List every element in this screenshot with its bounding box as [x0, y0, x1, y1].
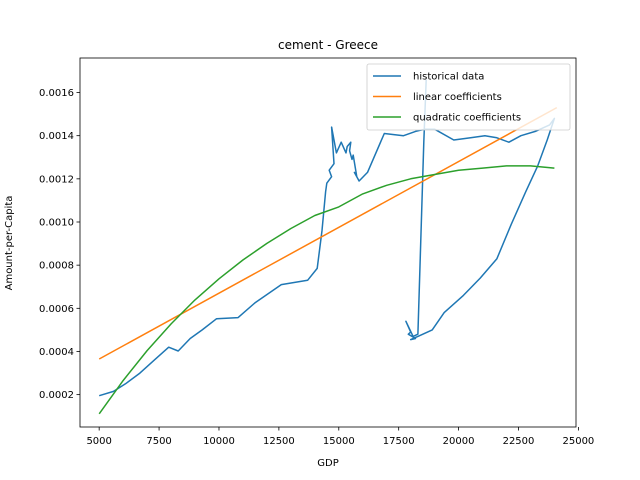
x-tick-label: 17500	[383, 436, 415, 447]
y-tick-label: 0.0016	[39, 88, 74, 99]
chart-title: cement - Greece	[278, 38, 378, 52]
plot-frame	[79, 57, 577, 428]
y-tick-label: 0.0010	[39, 218, 74, 229]
series-line-historical-data	[98, 79, 556, 397]
y-tick-label: 0.0004	[39, 347, 74, 358]
x-tick-label: 15000	[323, 436, 355, 447]
y-tick-label: 0.0006	[39, 304, 74, 315]
x-axis: 5000 7500 10000 12500 15000 17500 20000 22500 25…	[86, 427, 594, 447]
y-tick-label: 0.0012	[39, 174, 74, 185]
legend: historical data linear coefficients quadra…	[366, 63, 571, 131]
plot-area	[98, 79, 558, 415]
x-tick-label: 10000	[203, 436, 235, 447]
legend-box	[366, 63, 571, 131]
x-tick-label: 25000	[562, 436, 594, 447]
x-tick-label: 5000	[86, 436, 111, 447]
y-tick-label: 0.0014	[39, 131, 74, 142]
y-tick-label: 0.0002	[39, 390, 74, 401]
legend-label-historical-data: historical data	[413, 72, 484, 83]
series-line-quadratic-coefficients	[98, 165, 555, 415]
x-tick-label: 12500	[263, 436, 295, 447]
y-axis-label: Amount-per-Capita	[4, 196, 15, 291]
series-line-linear-coefficients	[98, 106, 558, 360]
legend-label-quadratic-coefficients: quadratic coefficients	[413, 113, 521, 124]
x-tick-label: 7500	[146, 436, 171, 447]
legend-label-linear-coefficients: linear coefficients	[413, 92, 502, 103]
y-tick-label: 0.0008	[39, 261, 74, 272]
y-axis: 0.0002 0.0004 0.0006 0.0008 0.0010 0.0012 0.00…	[39, 88, 80, 401]
x-tick-label: 20000	[443, 436, 475, 447]
x-axis-label: GDP	[317, 458, 338, 469]
x-tick-label: 22500	[503, 436, 535, 447]
